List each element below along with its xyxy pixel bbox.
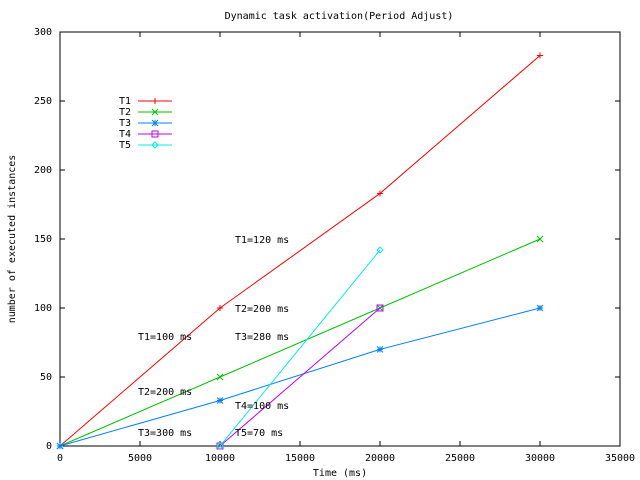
x-tick-label: 20000 <box>365 453 395 464</box>
legend-label: T5 <box>119 140 131 151</box>
x-tick-label: 25000 <box>445 453 475 464</box>
point-marker <box>217 305 223 311</box>
x-tick-label: 0 <box>57 453 63 464</box>
x-tick-label: 5000 <box>128 453 152 464</box>
x-tick-label: 30000 <box>525 453 555 464</box>
annotation: T2=200 ms <box>138 387 192 398</box>
legend-label: T1 <box>119 96 131 107</box>
point-marker <box>151 130 159 138</box>
point-marker <box>56 442 64 450</box>
y-tick-label: 50 <box>40 372 52 383</box>
x-tick-label: 15000 <box>285 453 315 464</box>
legend-label: T3 <box>119 118 131 129</box>
point-marker <box>216 442 224 450</box>
legend-label: T4 <box>119 129 131 140</box>
point-marker <box>376 346 384 353</box>
annotation: T3=300 ms <box>138 428 192 439</box>
plot-frame <box>59 31 621 447</box>
annotation: T3=280 ms <box>235 332 289 343</box>
x-axis-label: Time (ms) <box>313 468 367 479</box>
x-tick-label: 10000 <box>205 453 235 464</box>
y-tick-label: 100 <box>34 303 52 314</box>
point-marker <box>152 98 158 104</box>
x-tick-label: 35000 <box>605 453 635 464</box>
y-tick-label: 0 <box>46 441 52 452</box>
annotation: T4=100 ms <box>235 401 289 412</box>
point-marker <box>151 141 159 149</box>
point-marker <box>376 246 384 254</box>
y-tick-label: 150 <box>34 234 52 245</box>
y-tick-label: 300 <box>34 27 52 38</box>
point-marker <box>151 108 159 116</box>
legend-label: T2 <box>119 107 131 118</box>
point-marker <box>536 235 544 243</box>
y-tick-label: 250 <box>34 96 52 107</box>
series-line <box>59 238 541 447</box>
annotation: T1=120 ms <box>235 235 289 246</box>
series-line <box>59 307 541 447</box>
y-axis-label: number of executed instances <box>7 155 18 324</box>
point-marker <box>216 442 224 450</box>
point-marker <box>536 304 544 312</box>
annotation: T1=100 ms <box>138 332 192 343</box>
annotation: T2=200 ms <box>235 304 289 315</box>
point-marker <box>216 397 224 404</box>
y-tick-label: 200 <box>34 165 52 176</box>
series-line <box>59 55 541 447</box>
point-marker <box>537 52 543 59</box>
point-marker <box>151 119 159 127</box>
point-marker <box>216 373 224 381</box>
series-line <box>219 307 381 447</box>
point-marker <box>377 190 383 197</box>
chart-title: Dynamic task activation(Period Adjust) <box>225 11 454 22</box>
point-marker <box>376 304 384 312</box>
annotation: T5=70 ms <box>235 428 283 439</box>
series-line <box>219 249 381 447</box>
